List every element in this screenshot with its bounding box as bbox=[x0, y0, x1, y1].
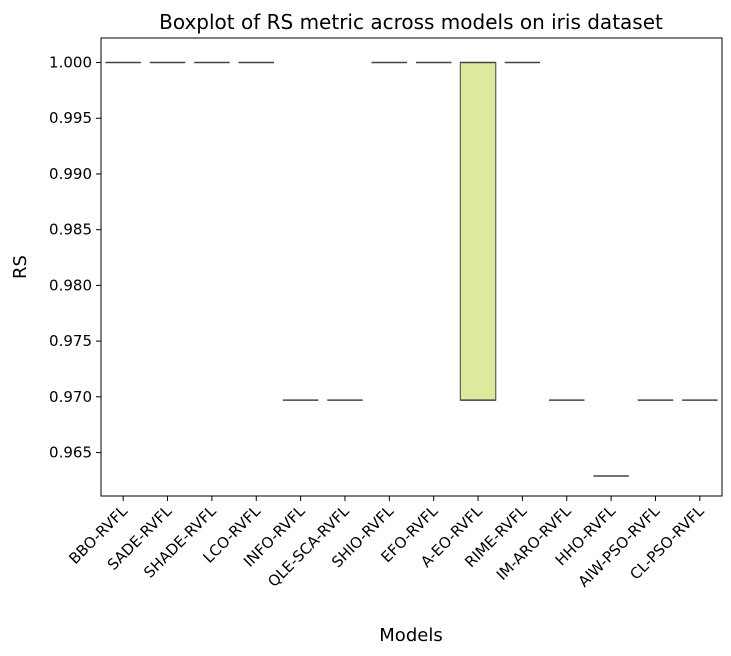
y-tick-label: 0.965 bbox=[49, 444, 92, 462]
x-axis: BBO-RVFLSADE-RVFLSHADE-RVFLLCO-RVFLINFO-… bbox=[65, 496, 708, 591]
y-tick-label: 0.985 bbox=[49, 221, 92, 239]
y-tick-label: 0.980 bbox=[49, 276, 92, 294]
y-axis-label: RS bbox=[10, 255, 31, 279]
y-tick-label: 0.995 bbox=[49, 109, 92, 127]
y-tick-label: 0.970 bbox=[49, 388, 92, 406]
x-axis-label: Models bbox=[379, 625, 442, 646]
box-a-eo-rvfl bbox=[459, 62, 497, 401]
chart-title: Boxplot of RS metric across models on ir… bbox=[159, 10, 663, 34]
y-axis: 0.965 0.970 0.975 0.980 0.985 0.990 0.995 1.000 bbox=[49, 54, 101, 462]
plot-frame bbox=[100, 37, 723, 497]
y-tick-label: 0.975 bbox=[49, 332, 92, 350]
y-tick-label: 0.990 bbox=[49, 165, 92, 183]
boxes-group bbox=[105, 61, 718, 477]
y-tick-label: 1.000 bbox=[49, 54, 92, 72]
